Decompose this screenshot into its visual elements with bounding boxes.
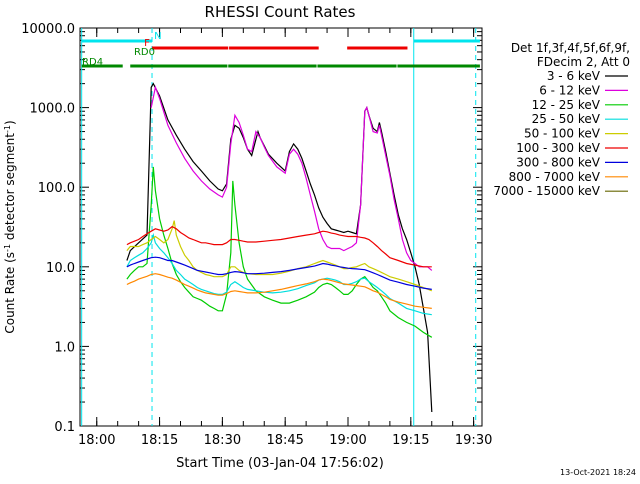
series-line-1 (150, 85, 433, 271)
plot-area-frame (79, 27, 483, 427)
chart-title: RHESSI Count Rates (205, 3, 356, 21)
legend-label: 25 - 50 keV (532, 112, 601, 126)
series-line-4 (126, 220, 433, 292)
series-line-3 (126, 232, 432, 316)
x-tick-label: 19:15 (392, 433, 429, 448)
legend-label: 12 - 25 keV (532, 98, 601, 112)
series-line-7 (126, 273, 432, 309)
y-axis-label-part: ) (3, 120, 17, 125)
y-axis-label-superscript: -1 (3, 244, 12, 252)
y-axis-label-superscript: -1 (3, 125, 12, 133)
x-tick-label: 18:15 (141, 433, 178, 448)
x-tick-label: 19:30 (455, 433, 492, 448)
y-tick-label: 1000.0 (30, 102, 76, 117)
legend-header-line-2: FDecim 2, Att 0 (537, 55, 630, 69)
legend-label: 6 - 12 keV (539, 83, 601, 97)
y-axis-label-part: detector segment (3, 133, 17, 244)
series-line-5 (126, 225, 432, 268)
y-axis-label: Count Rate (s-1 detector segment-1) (3, 120, 18, 333)
series-line-0 (126, 82, 433, 413)
legend-label: 800 - 7000 keV (509, 170, 601, 184)
y-tick-label: 1.0 (54, 340, 75, 355)
y-tick-label: 10000.0 (21, 22, 75, 37)
x-axis-label: Start Time (03-Jan-04 17:56:02) (176, 456, 384, 471)
legend-label: 100 - 300 keV (516, 141, 600, 155)
status-label-rd0: RD0 (134, 47, 155, 58)
x-tick-label: 18:45 (266, 433, 303, 448)
series-line-6 (126, 256, 432, 290)
x-tick-label: 19:00 (329, 433, 366, 448)
status-label-n: N (154, 31, 161, 42)
x-tick-label: 18:00 (78, 433, 115, 448)
status-label-f: F (144, 38, 150, 49)
y-tick-label: 10.0 (46, 261, 75, 276)
legend-label: 300 - 800 keV (516, 155, 600, 169)
y-tick-label: 0.1 (54, 420, 75, 435)
legend-label: 7000 - 15000 keV (493, 184, 600, 198)
x-tick-label: 18:30 (204, 433, 241, 448)
y-axis-label-part: Count Rate (s (3, 252, 17, 334)
status-label-rd4: RD4 (82, 57, 103, 68)
attenuator-vertical-lines (81, 28, 477, 426)
series-lines (126, 82, 433, 413)
legend-header-line-1: Det 1f,3f,4f,5f,6f,9f, (511, 41, 630, 55)
y-tick-label: 100.0 (38, 181, 75, 196)
legend-label: 3 - 6 keV (547, 69, 601, 83)
series-line-2 (126, 166, 433, 338)
legend-label: 50 - 100 keV (524, 127, 601, 141)
legend: Det 1f,3f,4f,5f,6f,9f, FDecim 2, Att 0 3… (493, 41, 630, 198)
axis-ticks: 10000.0 1000.0 100.0 10.0 1.0 0.118:00 18:15 18… (21, 22, 492, 448)
footer-timestamp: 13-Oct-2021 18:24 (560, 468, 636, 477)
